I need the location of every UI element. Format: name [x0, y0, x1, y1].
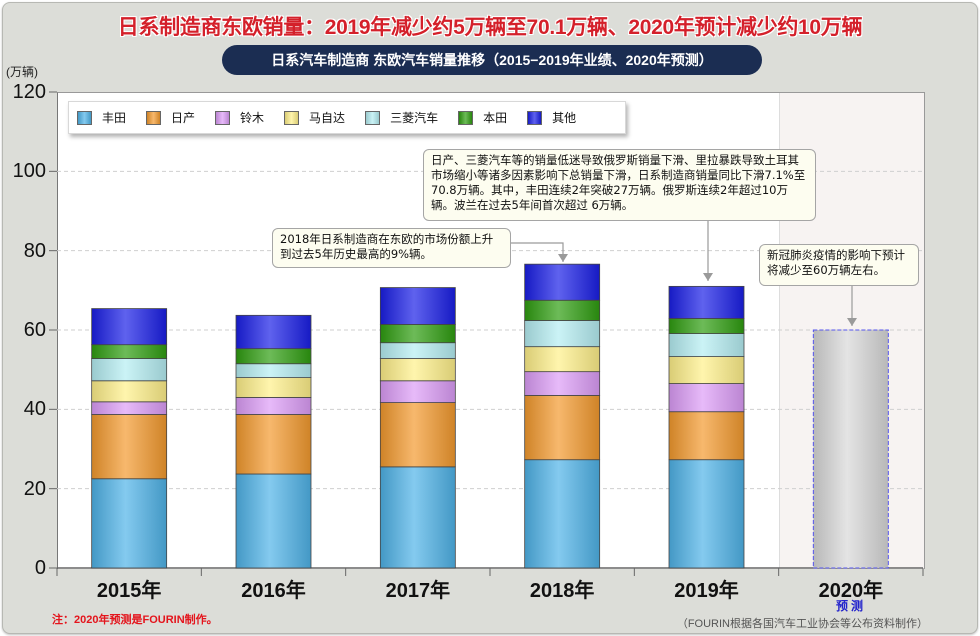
bar-segment: [668, 356, 745, 384]
callout-2019: 日产、三菱汽车等的销量低迷导致俄罗斯销量下滑、里拉暴跌导致土耳其市场缩小等诸多因…: [423, 149, 816, 221]
legend-swatch: [146, 110, 162, 125]
legend-item: 日产: [146, 109, 195, 126]
bar-segment: [235, 314, 312, 350]
bar-segment: [668, 459, 745, 569]
arrow-2019-head: [703, 273, 713, 281]
bar-segment: [524, 299, 601, 321]
x-tick-label: 2018年: [529, 580, 595, 602]
legend-label: 日产: [171, 111, 196, 125]
bar-segment: [524, 263, 601, 301]
legend-swatch: [215, 110, 231, 125]
y-tick-label: 20: [23, 477, 46, 500]
bar-segment: [668, 411, 745, 461]
y-axis-unit: (万辆): [6, 65, 38, 79]
legend-item: 三菱汽车: [365, 109, 438, 126]
y-tick-label: 80: [23, 239, 46, 262]
arrow-2018: [511, 242, 564, 262]
legend-label: 三菱汽车: [390, 111, 439, 125]
bar-segment: [91, 478, 168, 569]
bar-segment: [668, 318, 745, 334]
callout-2020: 新冠肺炎疫情的影响下预计将减少至60万辆左右。: [759, 244, 919, 286]
legend-item: 丰田: [77, 109, 126, 126]
bar-segment: [91, 401, 168, 415]
bar-segment: [235, 377, 312, 398]
bar-segment: [379, 287, 456, 325]
chart-subtitle: 日系汽车制造商 东欧汽车销量推移（2015−2019年业绩、2020年预测）: [222, 45, 762, 75]
bar-segment: [235, 348, 312, 365]
arrow-2020-head: [847, 318, 857, 326]
legend-swatch: [458, 110, 474, 125]
x-tick-label: 2015年: [96, 580, 162, 602]
legend-swatch: [365, 110, 381, 125]
bar-segment: [91, 344, 168, 359]
bar-segment: [379, 324, 456, 344]
bar-segment: [235, 397, 312, 415]
x-tick-label: 2020年: [818, 580, 884, 602]
source-note: （FOURIN根据各国汽车工业协会等公布资料制作）: [676, 618, 928, 630]
bar-segment: [235, 363, 312, 379]
bar-segment: [379, 342, 456, 359]
arrow-2018-head: [558, 254, 568, 262]
y-tick-label: 120: [12, 81, 46, 103]
callout-2018: 2018年日系制造商在东欧的市场份额上升到过去5年历史最高的9%辆。: [272, 228, 511, 268]
main-title: 日系制造商东欧销量：2019年减少约5万辆至70.1万辆、2020年预计减少约1…: [117, 16, 863, 39]
bar-segment: [524, 320, 601, 348]
y-tick-label: 0: [34, 557, 46, 579]
legend-item: 其他: [527, 109, 576, 126]
bar-segment: [379, 402, 456, 468]
legend-swatch: [77, 110, 92, 125]
bar-segment: [668, 383, 745, 413]
legend-label: 本田: [483, 111, 508, 125]
x-tick-label: 2019年: [674, 580, 739, 602]
legend-item: 铃木: [215, 109, 264, 126]
bar-segment: [524, 371, 601, 396]
bar-segment: [91, 414, 168, 480]
bar-segment: [379, 466, 456, 569]
legend-item: 马自达: [284, 109, 345, 126]
bar-segment: [235, 473, 312, 569]
bar-segment: [668, 333, 745, 357]
legend-item: 本田: [458, 109, 507, 126]
y-tick-label: 40: [23, 398, 46, 421]
y-tick-label: 100: [12, 160, 46, 183]
legend-label: 马自达: [309, 111, 346, 125]
bar-segment: [379, 358, 456, 382]
bar-segment: [91, 358, 168, 382]
forecast-label: 预测: [835, 599, 866, 613]
y-tick-label: 60: [23, 319, 46, 341]
legend-swatch: [527, 110, 543, 125]
legend-label: 其他: [552, 111, 577, 125]
footnote: 注：2020年预测是FOURIN制作。: [52, 614, 218, 626]
x-tick-label: 2017年: [385, 580, 451, 602]
bar-segment: [524, 395, 601, 461]
forecast-bar: [812, 329, 889, 569]
x-tick-label: 2016年: [241, 580, 306, 602]
bar-segment: [235, 414, 312, 475]
bar-segment: [524, 459, 601, 569]
bar-segment: [668, 285, 745, 319]
bar-segment: [524, 346, 601, 373]
bar-segment: [379, 380, 456, 403]
legend-label: 铃木: [240, 111, 265, 125]
bar-segment: [91, 380, 168, 403]
legend-swatch: [284, 110, 300, 125]
legend-label: 丰田: [102, 111, 127, 125]
legend: 丰田 日产 铃木 马自达 三菱汽车 本田 其他: [68, 101, 626, 134]
bar-segment: [91, 308, 168, 346]
